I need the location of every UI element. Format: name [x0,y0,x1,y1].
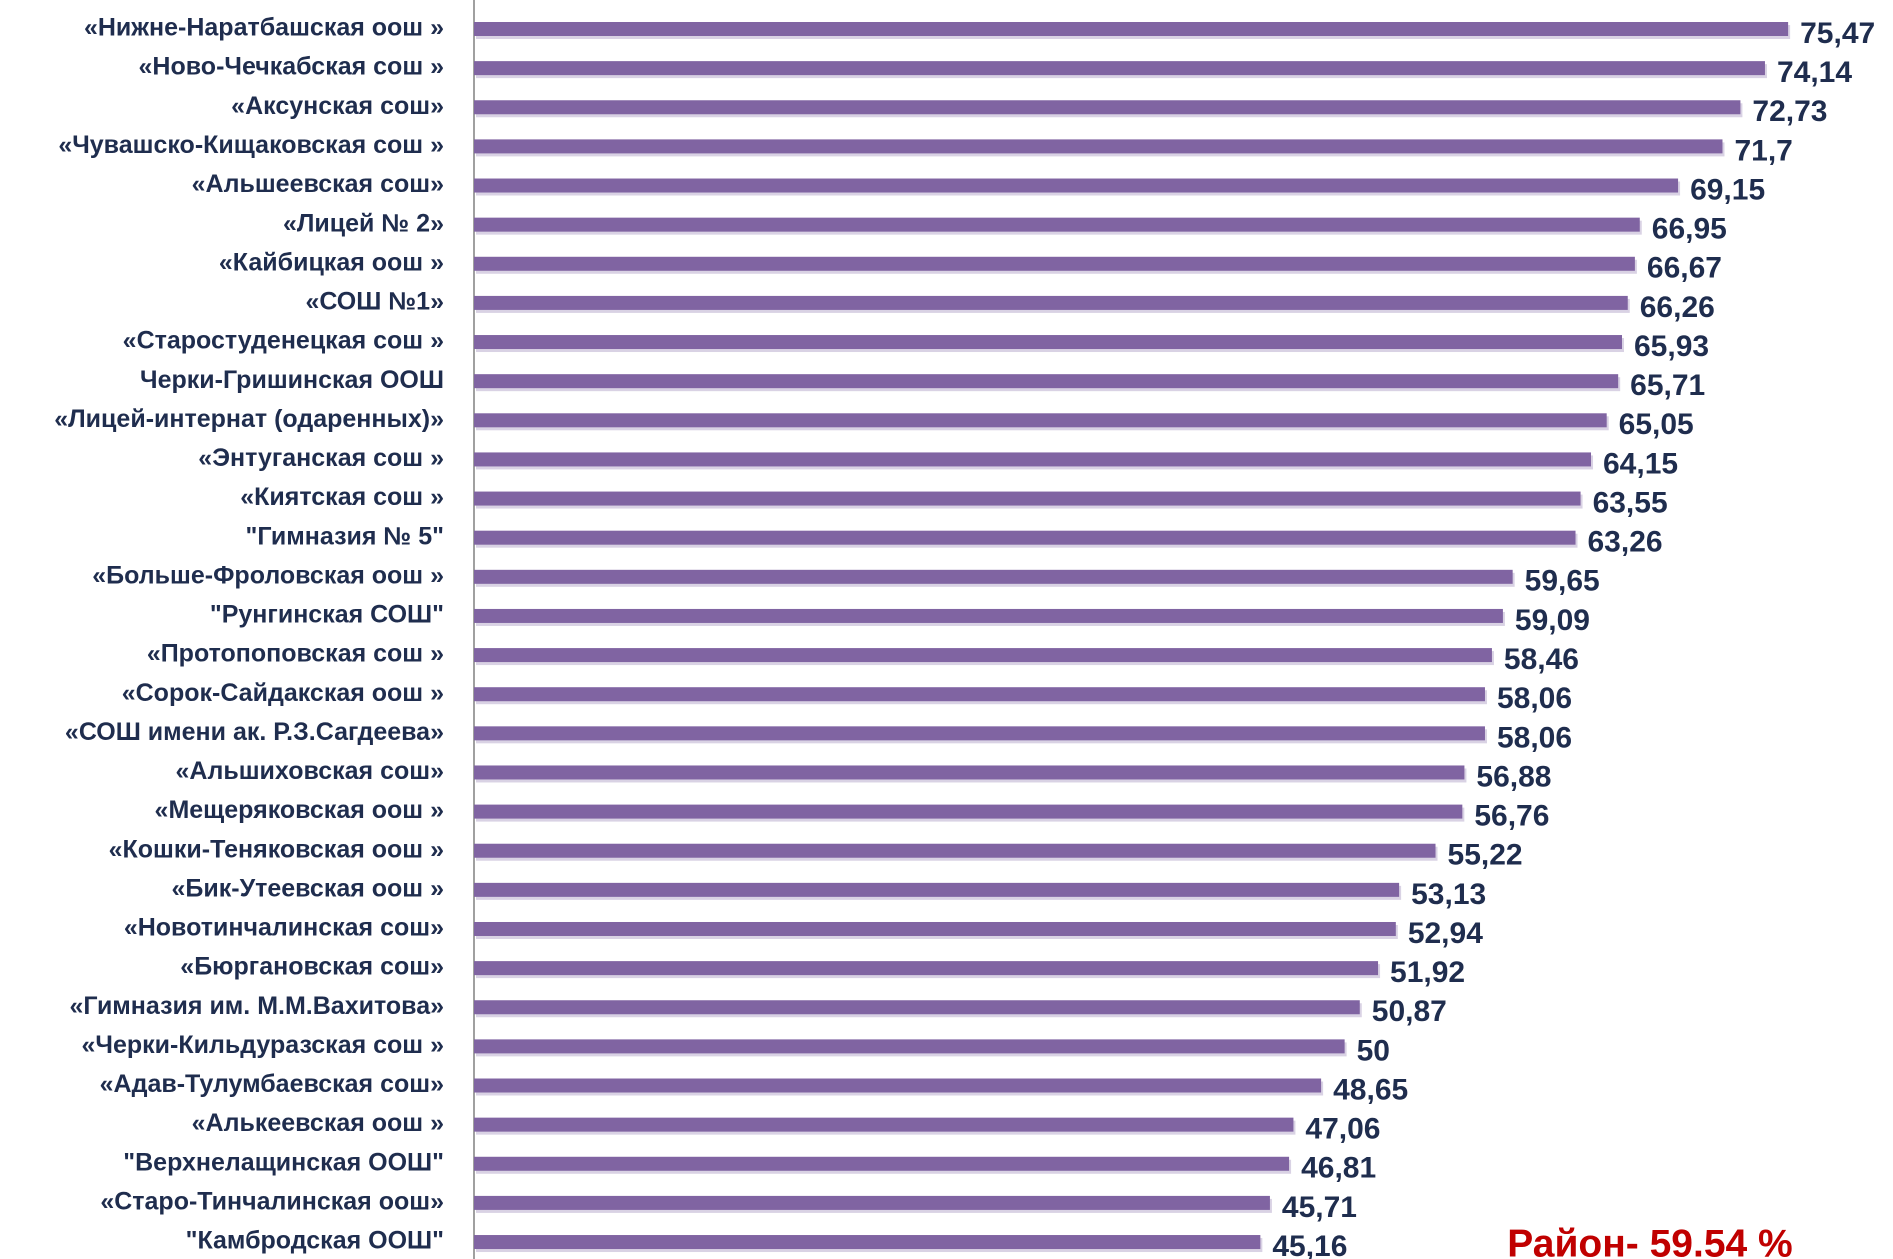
y-tick-label: «Сорок-Сайдакская оош » [122,679,444,707]
bar [474,648,1492,663]
bar [474,804,1463,819]
bar [474,100,1741,115]
bar [474,22,1789,36]
value-label: 65,71 [1630,369,1705,402]
bar [474,178,1679,193]
value-label: 71,7 [1734,134,1792,167]
bar [474,1235,1261,1250]
value-label: 66,95 [1652,213,1727,246]
bar [474,1000,1360,1015]
y-tick-label: «Лицей-интернат (одаренных)» [54,405,444,433]
y-tick-label: «Гимназия им. М.М.Вахитова» [69,992,444,1020]
y-tick-label: «Ново-Чечкабская сош » [139,53,444,81]
value-label: 56,88 [1476,760,1551,793]
bar [474,413,1607,428]
value-label: 66,67 [1647,252,1722,285]
value-label: 56,76 [1474,800,1549,833]
value-label: 46,81 [1301,1152,1376,1185]
bar [474,452,1592,467]
y-tick-label: «Альшеевская сош» [192,170,444,198]
value-label: 45,71 [1282,1191,1357,1224]
y-tick-label: «Альшиховская сош» [176,757,444,785]
value-label: 63,55 [1593,486,1668,519]
value-label: 75,47 [1800,17,1875,50]
value-label: 72,73 [1752,95,1827,128]
value-label: 59,65 [1525,565,1600,598]
bar [474,608,1503,623]
bar [474,1117,1294,1132]
value-label: 48,65 [1333,1073,1408,1106]
value-label: 63,26 [1588,526,1663,559]
y-tick-label: "Камбродская ООШ" [186,1227,444,1255]
value-label: 58,46 [1504,643,1579,676]
value-label: 58,06 [1497,682,1572,715]
bar [474,1039,1345,1054]
y-tick-label: «Алькеевская оош » [192,1109,444,1137]
bar [474,726,1485,741]
bar [474,765,1465,780]
value-label: 50,87 [1372,995,1447,1028]
value-label: 51,92 [1390,956,1465,989]
annotation: Район- 59.54 % [1507,1222,1792,1259]
value-label: 65,05 [1619,408,1694,441]
y-tick-label: "Гимназия № 5" [246,522,444,550]
bar [474,335,1623,350]
bar [474,843,1436,858]
y-tick-label: «Мещеряковская оош » [155,796,444,824]
bar [474,882,1400,897]
value-label: 52,94 [1408,917,1483,950]
y-tick-label: «Аксунская сош» [231,92,444,120]
bar [474,1195,1270,1210]
y-tick-label: «Энтуганская сош » [198,444,444,472]
bar [474,1078,1322,1093]
value-label: 47,06 [1305,1113,1380,1146]
y-tick-label: «Новотинчалинская сош» [124,914,444,942]
y-tick-label: «Лицей № 2» [283,209,444,237]
y-tick-label: «Старо-Тинчалинская оош» [100,1188,444,1216]
y-tick-label: «Адав-Тулумбаевская сош» [100,1070,444,1098]
bar [474,687,1485,702]
y-tick-label: «Старостуденецкая сош » [123,327,444,355]
value-label: 58,06 [1497,721,1572,754]
bar [474,61,1765,76]
y-tick-label: «Больше-Фроловская оош » [92,561,444,589]
value-label: 53,13 [1411,878,1486,911]
bar [474,961,1379,976]
y-tick-label: «Черки-Кильдуразская сош » [82,1031,444,1059]
value-label: 59,09 [1515,604,1590,637]
y-tick-label: Черки-Гришинская ООШ [140,366,444,394]
value-label: 74,14 [1777,56,1852,89]
y-tick-label: «СОШ №1» [305,288,444,316]
y-tick-label: "Верхнелащинская ООШ" [123,1148,444,1176]
bar [474,217,1640,232]
y-tick-label: «Кошки-Теняковская оош » [109,835,444,863]
y-tick-label: "Рунгинская СОШ" [210,601,444,629]
value-label: 64,15 [1603,447,1678,480]
value-label: 69,15 [1690,173,1765,206]
bar [474,530,1576,545]
y-tick-label: «Чувашско-Кищаковская сош » [58,131,444,159]
y-tick-label: «СОШ имени ак. Р.З.Сагдеева» [65,718,444,746]
bar [474,139,1723,154]
value-label: 66,26 [1640,291,1715,324]
bar [474,295,1628,310]
bar [474,569,1513,584]
value-label: 45,16 [1272,1230,1347,1259]
bar [474,921,1396,936]
y-tick-label: «Бюргановская сош» [180,953,444,981]
y-tick-label: «Киятская сош » [240,483,444,511]
y-tick-label: «Нижне-Наратбашская оош » [84,14,444,42]
value-label: 65,93 [1634,330,1709,363]
y-tick-label: «Протопоповская сош » [147,640,444,668]
bar [474,1156,1290,1171]
y-tick-label: «Кайбицкая оош » [219,248,444,276]
value-label: 50 [1357,1034,1390,1067]
y-tick-label: «Бик-Утеевская оош » [171,874,444,902]
bar [474,491,1581,506]
bar [474,374,1619,389]
value-label: 55,22 [1448,839,1523,872]
bar [474,256,1635,271]
